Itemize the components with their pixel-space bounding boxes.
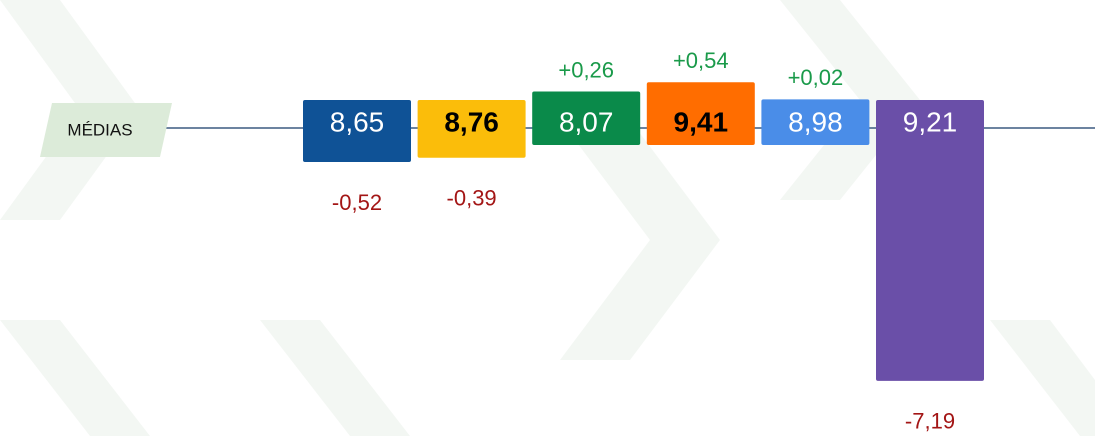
bar (303, 100, 411, 163)
value-label: +0,26 (558, 57, 614, 82)
bar-label: 8,76 (444, 106, 499, 137)
bar-label: 8,07 (559, 106, 614, 137)
bar (646, 82, 755, 145)
baseline-label-box (40, 103, 172, 157)
bar-label: 8,65 (330, 106, 385, 137)
bar (417, 100, 526, 158)
value-label: +0,02 (788, 65, 844, 90)
bar-label: 9,41 (674, 106, 729, 137)
bar-label: 8,98 (788, 106, 843, 137)
value-label: -0,52 (332, 190, 382, 215)
bar (761, 99, 870, 145)
value-label: +0,54 (673, 48, 729, 73)
value-label: -7,19 (905, 409, 955, 434)
baseline-label: MÉDIAS (67, 120, 132, 139)
bar-label: 9,21 (903, 106, 958, 137)
bar (876, 100, 984, 381)
value-label: -0,39 (447, 186, 497, 211)
bar (532, 91, 641, 145)
